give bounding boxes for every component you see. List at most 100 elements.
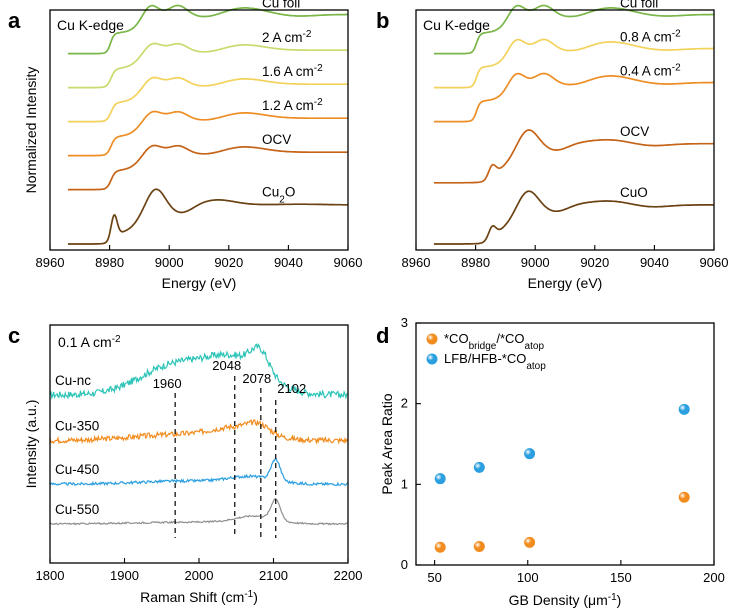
x-tick-label: 8980 [461, 255, 490, 270]
series-label-0.8-A-cm-2-part: 0.8 A cm [620, 29, 672, 44]
legend-label: LFB/HFB-*COatop [444, 351, 546, 372]
series-line-1.2-A-cm-2 [67, 110, 348, 157]
series-label-Cu-foil-part: Cu foil [262, 0, 300, 10]
x-axis-label-part: ) [253, 589, 258, 605]
series-line-0.4-A-cm-2 [433, 72, 714, 123]
x-tick-label: 2200 [334, 568, 363, 583]
legend-marker [426, 333, 438, 345]
panel-d: 50 100 150 2000123*CObridge/*COatopLFB/HFB-… [379, 315, 725, 608]
panel-title: Cu K-edge [57, 17, 124, 33]
series-label-CuO-part: CuO [620, 185, 648, 200]
series-label-Cu2O-part: O [285, 184, 296, 199]
x-axis-label: Raman Shift (cm-1) [140, 589, 258, 606]
data-point [473, 540, 485, 552]
series-label-OCV: OCV [262, 132, 291, 147]
series-line-Cu-foil [433, 4, 714, 55]
series-label-Cu-350: Cu-350 [55, 418, 99, 433]
series-label-2-A-cm-2-part: -2 [303, 29, 312, 40]
x-axis-label-part: ) [617, 592, 622, 608]
series-line-OCV [67, 144, 348, 191]
legend-label-part: *CO [444, 331, 469, 346]
x-tick-label: 2000 [185, 568, 214, 583]
x-tick-label: 2100 [259, 568, 288, 583]
panel-b-frame [415, 9, 715, 251]
series-line-OCV [433, 129, 714, 184]
x-tick-label: 9060 [700, 255, 729, 270]
x-tick-label: 1800 [36, 568, 65, 583]
x-axis-label-part: -1 [608, 592, 617, 603]
x-tick-label: 9060 [334, 255, 363, 270]
series-line-0.8-A-cm-2 [433, 38, 714, 89]
data-point [678, 491, 690, 503]
panel-title: 0.1 A cm-2 [58, 334, 121, 351]
x-tick-label: 9000 [521, 255, 550, 270]
panel-title-part: -2 [112, 334, 121, 345]
legend-label: *CObridge/*COatop [444, 331, 544, 352]
panel-letter-c: c [8, 323, 20, 348]
x-axis-label-part: -1 [244, 589, 253, 600]
panel-title: Cu K-edge [423, 17, 490, 33]
panel-a-frame [49, 9, 349, 251]
panel-letter-b: b [376, 8, 389, 33]
legend-label-part: atop [525, 341, 545, 352]
legend-marker [426, 353, 438, 365]
x-tick-label: 8960 [402, 255, 431, 270]
series-label-0.4-A-cm-2: 0.4 A cm-2 [620, 62, 681, 79]
series-line-Cu-nc [49, 343, 348, 400]
series-line-CuO [433, 190, 714, 245]
y-tick-label: 3 [401, 315, 408, 330]
series-label-Cu-foil: Cu foil [620, 0, 658, 10]
series-label-1.6-A-cm-2-part: 1.6 A cm [262, 64, 314, 79]
series-label-0.4-A-cm-2-part: -2 [672, 62, 681, 73]
legend-label-part: LFB/HFB-*CO [444, 351, 526, 366]
data-point [434, 541, 446, 553]
y-axis-label: Intensity (a.u.) [23, 400, 39, 489]
series-label-2-A-cm-2: 2 A cm-2 [262, 29, 312, 46]
legend-label-part: /*CO [496, 331, 524, 346]
x-tick-label: 9040 [640, 255, 669, 270]
x-tick-label: 8980 [95, 255, 124, 270]
series-label-Cu-450: Cu-450 [55, 462, 99, 477]
x-tick-label: 9020 [580, 255, 609, 270]
y-axis-label: Normalized Intensity [23, 67, 39, 194]
panel-title-part: 0.1 A cm [58, 334, 112, 350]
series-label-Cu-550: Cu-550 [55, 502, 99, 517]
series-line-1.6-A-cm-2 [67, 76, 348, 123]
series-label-0.8-A-cm-2-part: -2 [672, 28, 681, 39]
series-line-Cu-foil [67, 4, 348, 55]
x-axis-label-part: GB Density (μm [509, 592, 608, 608]
series-line-Cu-350 [49, 419, 349, 445]
peak-label: 2048 [212, 358, 241, 373]
series-line-Cu2O [67, 188, 348, 245]
x-tick-label: 9020 [214, 255, 243, 270]
series-label-1.2-A-cm-2-part: -2 [314, 97, 323, 108]
series-label-0.8-A-cm-2: 0.8 A cm-2 [620, 28, 681, 45]
panel-letter-d: d [376, 323, 389, 348]
x-tick-label: 8960 [36, 255, 65, 270]
series-label-OCV-part: OCV [620, 124, 649, 139]
peak-label: 2078 [242, 371, 271, 386]
data-point [524, 448, 536, 460]
series-label-1.6-A-cm-2: 1.6 A cm-2 [262, 63, 323, 80]
series-label-OCV: OCV [620, 124, 649, 139]
series-label-1.2-A-cm-2-part: 1.2 A cm [262, 98, 314, 113]
peak-label: 1960 [153, 376, 182, 391]
series-label-0.4-A-cm-2-part: 0.4 A cm [620, 63, 672, 78]
series-label-Cu-nc: Cu-nc [55, 373, 91, 388]
x-tick-label: 150 [610, 570, 632, 585]
data-point [434, 473, 446, 485]
series-label-Cu2O: Cu2O [262, 184, 295, 205]
panel-c-frame [49, 324, 349, 564]
x-tick-label: 200 [703, 570, 725, 585]
panel-letter-a: a [8, 8, 21, 33]
x-axis-label-part: Raman Shift (cm [140, 589, 244, 605]
x-axis-label: Energy (eV) [162, 275, 237, 291]
data-point [678, 403, 690, 415]
panel-d-frame [415, 322, 715, 566]
series-label-2-A-cm-2-part: 2 A cm [262, 30, 303, 45]
x-tick-label: 9040 [274, 255, 303, 270]
